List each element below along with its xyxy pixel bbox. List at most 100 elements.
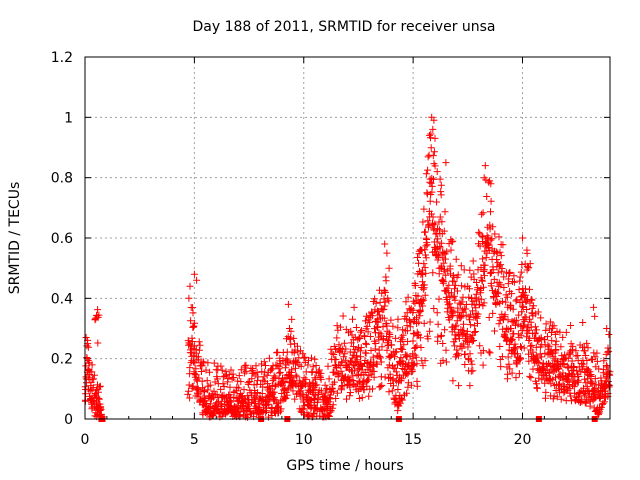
data-point <box>373 360 381 368</box>
data-point <box>387 316 395 324</box>
data-point <box>381 240 389 248</box>
data-point <box>498 265 506 272</box>
data-point <box>82 334 90 341</box>
data-point <box>213 390 221 398</box>
data-point <box>497 363 505 371</box>
data-point <box>533 326 540 334</box>
x-tick-label: 0 <box>81 432 90 448</box>
data-point <box>380 305 388 313</box>
data-point <box>313 381 321 389</box>
data-point <box>469 367 477 375</box>
data-point <box>94 339 102 347</box>
chart-title: Day 188 of 2011, SRMTID for receiver uns… <box>192 19 495 35</box>
data-point <box>442 346 450 354</box>
data-point <box>381 289 389 296</box>
data-point <box>472 290 480 298</box>
data-point <box>249 365 257 373</box>
data-point <box>393 348 401 356</box>
data-point <box>302 375 310 383</box>
data-point <box>470 337 477 344</box>
data-point <box>84 343 92 351</box>
data-point <box>496 343 504 350</box>
data-point <box>325 375 333 383</box>
data-point <box>464 343 472 351</box>
data-point <box>366 333 374 340</box>
data-point <box>466 285 473 293</box>
data-point <box>439 356 447 364</box>
data-point <box>455 334 463 342</box>
data-point <box>520 344 528 352</box>
data-point <box>228 375 236 383</box>
data-point <box>442 358 450 366</box>
data-point <box>454 287 461 295</box>
data-point <box>427 130 435 138</box>
data-point <box>476 242 484 250</box>
data-point <box>189 382 197 390</box>
data-point <box>591 312 599 320</box>
data-point <box>445 316 453 324</box>
data-point <box>569 342 577 350</box>
data-point <box>277 405 285 413</box>
data-point <box>542 326 550 334</box>
data-point <box>358 327 366 334</box>
data-point <box>450 278 458 286</box>
data-point <box>534 354 542 362</box>
data-point <box>519 302 527 310</box>
data-point <box>564 354 572 362</box>
data-point <box>507 335 515 343</box>
data-point <box>286 325 293 332</box>
data-point <box>463 327 471 335</box>
data-point <box>511 340 519 348</box>
data-point <box>512 297 520 305</box>
data-point <box>418 296 426 303</box>
data-point <box>389 322 397 330</box>
data-point <box>192 346 200 354</box>
data-point <box>513 360 521 368</box>
data-point <box>378 343 386 351</box>
data-point <box>186 364 194 372</box>
data-point <box>518 308 526 316</box>
data-point <box>551 367 559 375</box>
data-point <box>424 335 432 343</box>
data-point <box>270 372 278 380</box>
data-point <box>490 294 498 302</box>
data-point <box>201 387 208 395</box>
data-point <box>338 359 346 367</box>
data-point <box>426 327 434 335</box>
data-point <box>458 298 466 306</box>
data-point <box>537 334 545 342</box>
data-point <box>522 291 530 299</box>
data-point <box>455 382 463 390</box>
data-point <box>481 162 489 170</box>
data-point <box>308 354 315 362</box>
data-point <box>479 209 487 217</box>
data-point <box>267 408 275 416</box>
data-point <box>187 317 195 325</box>
data-point <box>308 368 316 376</box>
data-point <box>454 352 462 360</box>
data-point <box>487 236 495 244</box>
data-point <box>502 298 510 306</box>
data-point <box>413 382 421 390</box>
data-point <box>449 377 457 385</box>
data-point <box>515 370 523 378</box>
data-point <box>480 299 488 307</box>
data-point <box>354 365 362 373</box>
data-point <box>471 294 479 302</box>
data-point <box>96 382 104 390</box>
data-point <box>413 360 421 368</box>
data-point <box>367 347 375 354</box>
data-point <box>480 174 488 182</box>
data-point <box>372 340 380 347</box>
data-point <box>281 395 289 403</box>
data-point <box>227 366 235 374</box>
data-point <box>552 387 560 394</box>
data-point <box>210 359 218 367</box>
data-point <box>522 297 530 305</box>
data-point <box>349 315 356 323</box>
data-point <box>386 333 394 341</box>
data-point <box>369 385 376 393</box>
data-point <box>546 318 554 326</box>
data-point <box>357 371 365 379</box>
